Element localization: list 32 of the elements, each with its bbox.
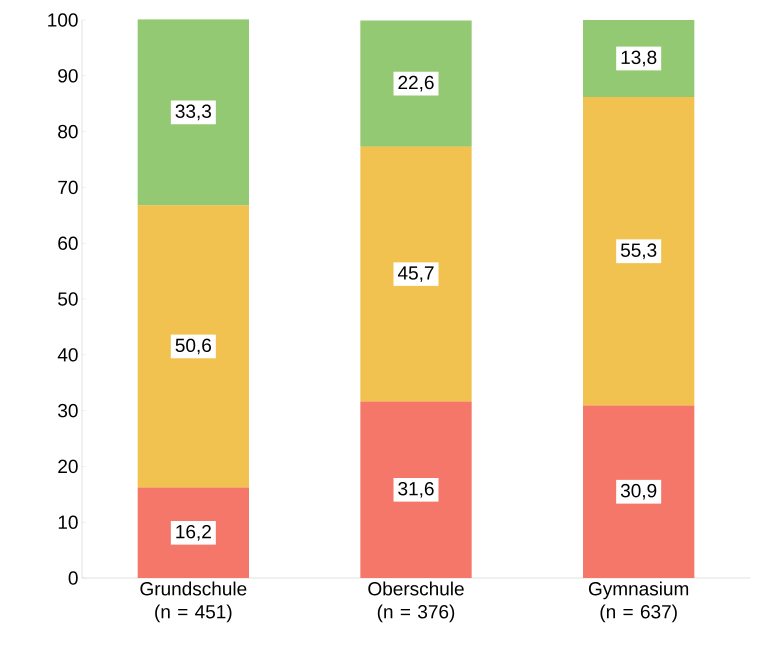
data-label: 13,8: [622, 50, 656, 66]
x-tick-label: Grundschule (n = 451): [140, 582, 246, 622]
y-tick-label: 20: [58, 460, 78, 474]
x-tick-label: Gymnasium (n = 637): [588, 582, 688, 622]
x-tick-label: Oberschule (n = 376): [368, 582, 464, 622]
bar: [138, 205, 250, 488]
y-tick-label: 10: [58, 515, 78, 529]
bar: [138, 19, 250, 206]
y-tick-label: 80: [58, 124, 78, 138]
y-tick-label: 0: [68, 571, 78, 585]
data-label: 33,3: [176, 104, 211, 120]
data-label: 55,3: [620, 243, 656, 260]
y-tick-label: 60: [58, 236, 78, 250]
y-tick-label: 30: [58, 404, 78, 418]
data-label: 50,6: [176, 338, 211, 354]
data-label: 45,7: [398, 266, 434, 282]
data-label: 30,9: [620, 484, 656, 500]
y-tick-label: 70: [58, 180, 78, 194]
bar: [360, 146, 472, 402]
y-tick-label: 100: [48, 13, 78, 27]
bar: [360, 402, 472, 578]
bar: [583, 97, 694, 406]
data-label: 22,6: [398, 76, 434, 92]
y-tick-label: 50: [58, 292, 78, 306]
bar: [138, 488, 250, 578]
y-tick-label: 40: [58, 348, 78, 362]
y-tick-label: 90: [58, 69, 78, 83]
data-label: 16,2: [176, 524, 211, 541]
bar: [583, 406, 694, 578]
bar: [583, 20, 694, 97]
data-label: 31,6: [398, 482, 434, 498]
bar: [360, 20, 472, 147]
